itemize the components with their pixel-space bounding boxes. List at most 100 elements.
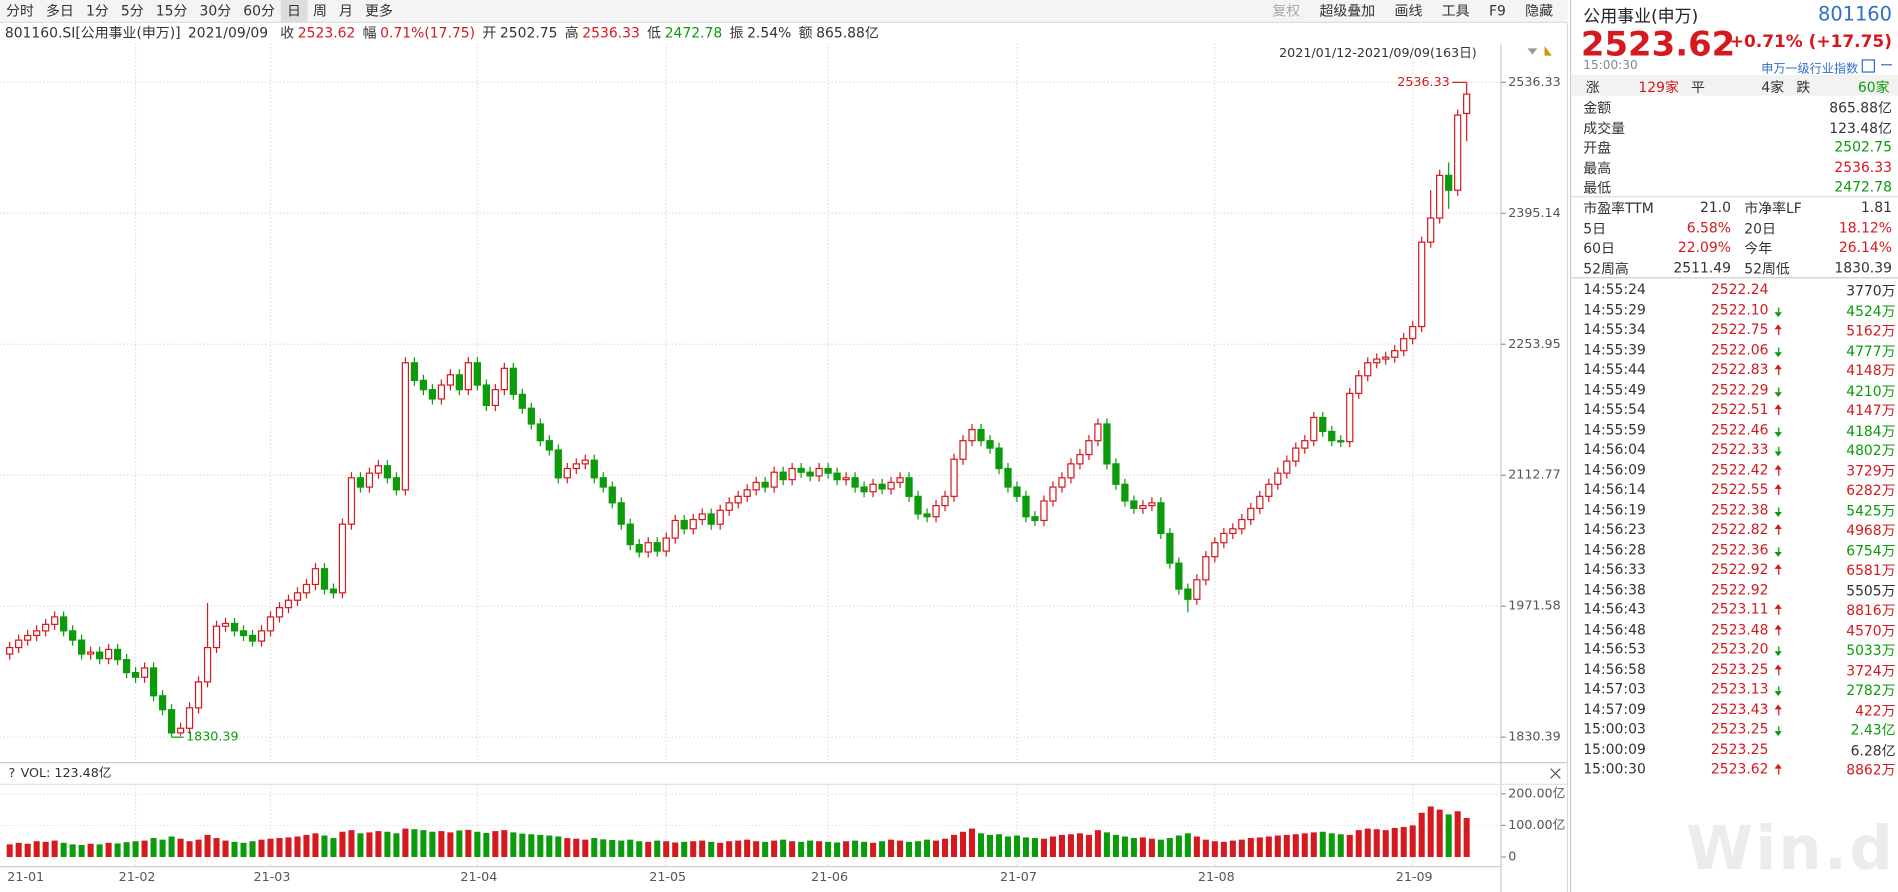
period-tab[interactable]: 更多 xyxy=(365,2,393,20)
valuation-value: 2511.49 xyxy=(1673,258,1731,276)
candle-body xyxy=(1121,483,1129,502)
period-tab[interactable]: 30分 xyxy=(199,2,232,20)
volume-bar xyxy=(1085,834,1092,858)
volume-bar xyxy=(717,842,724,858)
tick-price: 2523.25 xyxy=(1710,740,1769,758)
volume-bar xyxy=(1328,833,1335,858)
tick-direction xyxy=(1774,484,1783,496)
period-tab[interactable]: 周 xyxy=(312,2,327,20)
volume-bar xyxy=(447,832,454,858)
volume-bar xyxy=(1292,834,1299,858)
candle-body xyxy=(698,513,706,521)
volume-bar xyxy=(618,840,625,858)
breadth-value: 60家 xyxy=(1857,78,1890,96)
volume-bar xyxy=(1121,836,1128,858)
tick-price: 2523.25 xyxy=(1710,660,1769,678)
tick-time: 14:55:49 xyxy=(1583,380,1646,398)
candle-body xyxy=(536,423,544,442)
candle-body xyxy=(1058,477,1066,488)
valuation-value: 22.09% xyxy=(1677,238,1731,256)
candle-body xyxy=(221,622,230,627)
candle-body xyxy=(329,588,338,594)
candle-body xyxy=(1112,463,1120,485)
candle-body xyxy=(6,646,14,655)
period-tab[interactable]: 日 xyxy=(280,0,307,22)
tick-time: 14:56:19 xyxy=(1583,500,1646,518)
tick-volume: 3770万 xyxy=(1846,282,1896,299)
volume-bar xyxy=(240,842,247,858)
candle-body xyxy=(851,477,859,488)
candle-body xyxy=(689,518,697,530)
candle-body xyxy=(680,519,688,530)
tool-button[interactable]: 超级叠加 xyxy=(1319,2,1376,20)
tick-volume: 8816万 xyxy=(1846,601,1896,619)
separator xyxy=(1571,196,1898,198)
volume-bar xyxy=(330,838,337,858)
period-tab[interactable]: 5分 xyxy=(120,2,144,20)
volume-bar xyxy=(753,841,760,858)
volume-tick-label: 0 xyxy=(1508,849,1516,864)
x-tick-label: 21-03 xyxy=(254,869,291,884)
candle-body xyxy=(1103,423,1111,465)
dropdown-icon[interactable] xyxy=(1527,48,1538,55)
candle-body xyxy=(1310,416,1318,442)
index-type[interactable]: 申万一级行业指数 xyxy=(1761,62,1859,77)
period-tab[interactable]: 60分 xyxy=(243,2,275,20)
volume-bar xyxy=(771,840,778,858)
tick-time: 14:56:33 xyxy=(1583,560,1646,578)
x-tick-label: 21-05 xyxy=(649,869,686,884)
y-tick-label: 2112.77 xyxy=(1508,467,1560,482)
tick-direction xyxy=(1774,703,1783,716)
close-icon[interactable] xyxy=(1550,768,1561,779)
tool-button[interactable]: 隐藏 xyxy=(1525,2,1554,20)
volume-bar xyxy=(1310,832,1317,858)
volume-bar xyxy=(762,841,769,858)
info-label: 开 xyxy=(482,24,497,42)
tick-time: 14:55:44 xyxy=(1583,360,1646,378)
tick-direction xyxy=(1774,623,1783,636)
candle-body xyxy=(230,622,239,632)
candle-body xyxy=(1328,430,1336,442)
tool-button[interactable]: 复权 xyxy=(1272,2,1301,20)
period-tab[interactable]: 分时 xyxy=(6,2,34,20)
tool-button[interactable]: 画线 xyxy=(1394,2,1423,20)
tick-price: 2522.36 xyxy=(1710,540,1769,558)
tick-time: 14:56:48 xyxy=(1583,620,1646,638)
volume-bar xyxy=(159,839,166,858)
period-tab[interactable]: 多日 xyxy=(45,2,74,20)
volume-bar xyxy=(672,842,679,858)
volume-bar xyxy=(402,828,409,858)
tool-button[interactable]: F9 xyxy=(1488,2,1506,20)
stat-label: 开盘 xyxy=(1583,139,1612,157)
tick-price: 2523.62 xyxy=(1710,760,1769,778)
volume-tick-label: 100.00亿 xyxy=(1508,817,1565,832)
tick-price: 2522.51 xyxy=(1710,400,1769,418)
volume-bar xyxy=(132,841,139,858)
candle-body xyxy=(671,519,679,539)
candle-body xyxy=(167,709,176,734)
volume-bar xyxy=(1139,837,1146,858)
edit-icon[interactable] xyxy=(1861,59,1876,73)
volume-bar xyxy=(654,840,661,858)
candle-body xyxy=(60,616,68,632)
volume-bar xyxy=(1202,839,1209,858)
period-tab[interactable]: 15分 xyxy=(155,2,188,20)
volume-bar xyxy=(429,831,436,858)
candle-body xyxy=(842,477,850,481)
volume-bar xyxy=(177,838,184,858)
tick-price: 2522.42 xyxy=(1710,460,1769,478)
add-icon[interactable] xyxy=(1881,64,1892,66)
volume-help[interactable]: ? xyxy=(8,765,15,780)
volume-bar xyxy=(1409,825,1416,858)
volume-bar xyxy=(861,841,868,858)
y-tick-label: 2395.14 xyxy=(1508,205,1560,220)
volume-bar xyxy=(942,838,949,858)
volume-bar xyxy=(1454,811,1461,858)
period-tab[interactable]: 月 xyxy=(339,2,353,20)
volume-bar xyxy=(222,840,229,858)
tick-price: 2522.29 xyxy=(1710,380,1769,398)
tick-direction xyxy=(1774,444,1783,457)
tool-button[interactable]: 工具 xyxy=(1441,2,1470,20)
period-tab[interactable]: 1分 xyxy=(85,2,109,20)
candle-body xyxy=(1013,486,1021,497)
